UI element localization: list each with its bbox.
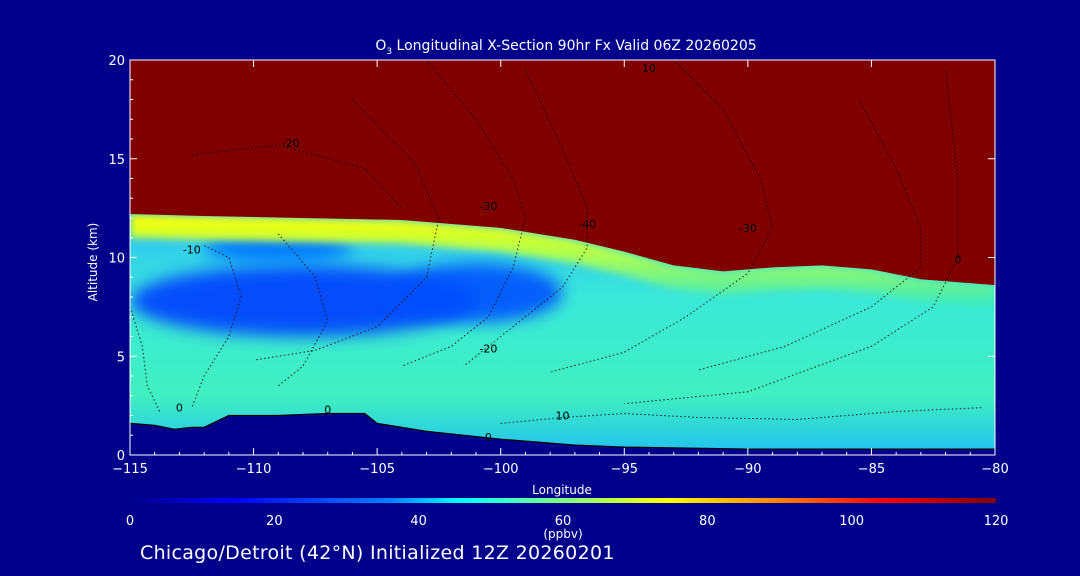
contour-line <box>624 69 959 405</box>
terrain <box>130 413 995 455</box>
contour-label: 10 <box>556 409 570 422</box>
y-tick-label: 5 <box>117 350 125 365</box>
x-tick-label: −85 <box>858 462 885 477</box>
colorbar-tick-label: 100 <box>839 514 864 529</box>
axes: −115 −110 −105 −100 −95 −90 −85 −80 0 5 10 15 20 <box>108 54 1008 477</box>
x-tick-label: −115 <box>112 462 148 477</box>
colorbar-tick-label: 40 <box>410 514 427 529</box>
colorbar-tick-label: 60 <box>555 514 572 529</box>
run-info-footer: Chicago/Detroit (42°N) Initialized 12Z 2… <box>140 542 615 564</box>
contour-label: 0 <box>485 431 492 444</box>
y-axis-title: Altitude (km) <box>86 223 100 302</box>
contour-line <box>698 99 922 371</box>
terrain-outline <box>130 412 995 450</box>
contour-label: 0 <box>324 404 331 417</box>
y-tick-label: 10 <box>108 252 125 267</box>
colorbar-ticks: 0 20 40 60 80 100 120 <box>126 514 1009 529</box>
contour-label: 10 <box>642 62 656 75</box>
y-tick-label: 20 <box>108 54 125 69</box>
chart-title: O3 Longitudinal X-Section 90hr Fx Valid … <box>375 38 756 57</box>
plot-area: 10 -20 -30 -40 -30 -10 0 -20 10 0 0 0 <box>130 60 995 455</box>
contour-label: -20 <box>479 342 497 355</box>
x-tick-label: −95 <box>611 462 638 477</box>
low-ozone-region <box>389 263 563 323</box>
contour-label: 0 <box>176 402 183 415</box>
x-tick-label: −90 <box>734 462 761 477</box>
colorbar <box>130 498 996 503</box>
stratosphere-high-ozone <box>130 60 995 286</box>
contour-label: -30 <box>479 200 497 213</box>
x-axis-title: Longitude <box>532 483 592 497</box>
x-tick-label: −105 <box>359 462 395 477</box>
contour-line <box>500 407 983 424</box>
contour-line <box>130 306 161 412</box>
contour-line <box>401 60 526 367</box>
contour-line <box>253 99 440 361</box>
y-tick-label: 0 <box>117 449 125 464</box>
contour-label: -30 <box>739 222 757 235</box>
contour-line <box>463 69 588 367</box>
low-ozone-region <box>130 265 476 337</box>
contour-label: -40 <box>578 218 596 231</box>
colorbar-tick-label: 0 <box>126 514 134 529</box>
contour-line <box>191 245 242 408</box>
x-tick-label: −80 <box>981 462 1008 477</box>
tropopause-transition-band <box>130 214 995 309</box>
contour-label: -10 <box>183 244 201 257</box>
contour-lines: 10 -20 -30 -40 -30 -10 0 -20 10 0 0 0 <box>130 60 983 444</box>
y-tick-label: 15 <box>108 153 125 168</box>
colorbar-tick-label: 20 <box>266 514 283 529</box>
colorbar-tick-label: 80 <box>699 514 716 529</box>
colorbar-tick-label: 120 <box>984 514 1009 529</box>
contour-line <box>550 60 774 373</box>
x-tick-label: −100 <box>483 462 519 477</box>
x-tick-label: −110 <box>236 462 272 477</box>
contour-line <box>277 233 329 387</box>
ozone-field <box>130 231 563 337</box>
colorbar-units: (ppbv) <box>543 527 582 541</box>
contour-label: 0 <box>954 253 961 266</box>
contour-label: -20 <box>282 137 300 150</box>
